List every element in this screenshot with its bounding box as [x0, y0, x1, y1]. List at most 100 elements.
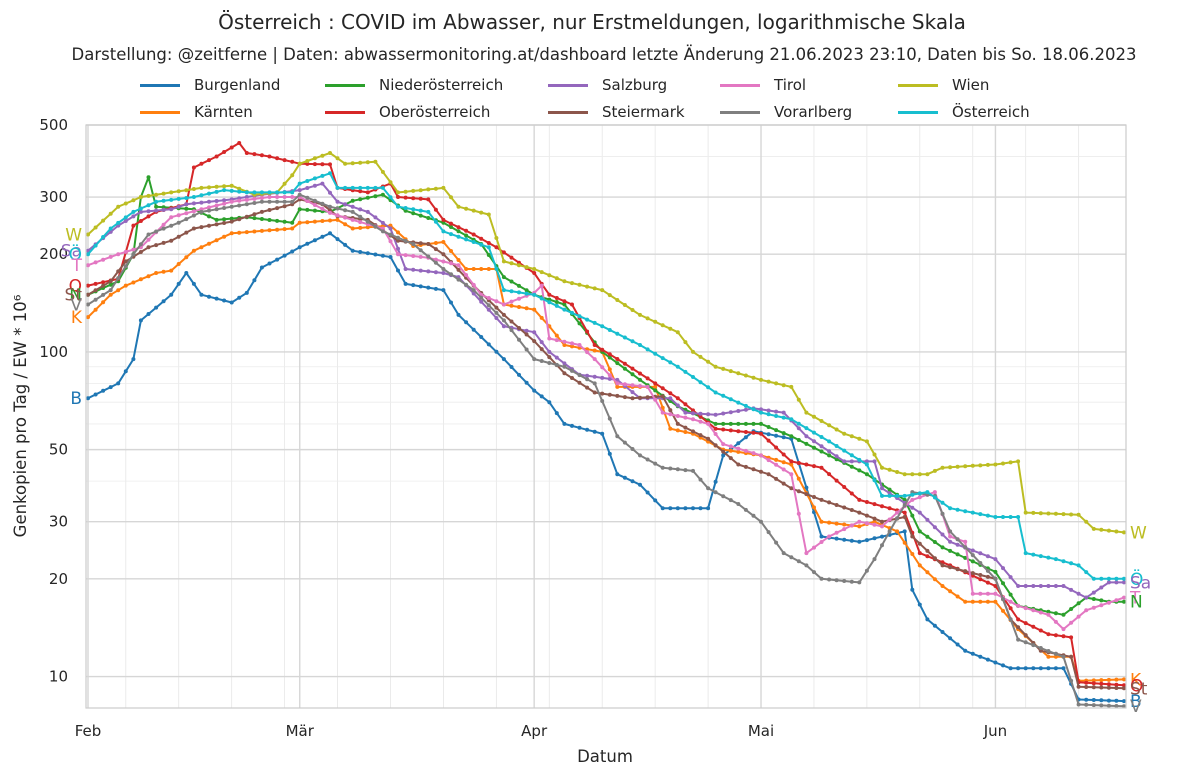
data-point	[1091, 685, 1096, 690]
data-point	[169, 207, 174, 212]
data-point	[123, 215, 128, 220]
data-point	[501, 324, 506, 329]
data-point	[343, 185, 348, 190]
data-point	[1008, 617, 1013, 622]
data-point	[706, 385, 711, 390]
data-point	[713, 490, 718, 495]
series-start-label: Ö	[69, 243, 82, 265]
data-point	[902, 540, 907, 545]
data-point	[184, 188, 189, 193]
data-point	[1099, 703, 1104, 708]
data-point	[1122, 677, 1126, 682]
data-point	[751, 467, 756, 472]
data-point	[328, 151, 332, 155]
data-point	[804, 563, 809, 568]
series-line	[87, 142, 1125, 687]
data-point	[418, 188, 423, 193]
data-point	[812, 495, 816, 499]
data-point	[244, 290, 249, 295]
data-point	[1099, 576, 1104, 581]
data-point	[1091, 526, 1096, 531]
data-point	[842, 579, 847, 583]
data-point	[1053, 584, 1058, 588]
data-point	[774, 409, 779, 414]
data-point	[1122, 580, 1126, 585]
data-point	[418, 208, 423, 213]
data-point	[812, 545, 816, 550]
data-point	[963, 539, 968, 544]
data-point	[691, 375, 695, 379]
data-point	[138, 318, 143, 323]
data-point	[698, 477, 703, 482]
data-point	[713, 364, 718, 369]
data-point	[970, 591, 975, 596]
data-point	[252, 196, 257, 201]
data-point	[766, 379, 771, 384]
data-point	[93, 243, 98, 248]
data-point	[743, 448, 748, 453]
data-point	[653, 381, 658, 386]
data-point	[993, 584, 998, 588]
data-point	[471, 327, 476, 332]
data-point	[1038, 584, 1043, 588]
data-point	[532, 307, 537, 312]
data-point	[660, 394, 665, 399]
data-point	[471, 240, 476, 244]
data-point	[978, 577, 983, 582]
data-point	[1053, 654, 1058, 659]
data-point	[411, 283, 416, 288]
data-point	[895, 529, 900, 534]
data-point	[335, 217, 340, 222]
data-point	[101, 283, 106, 288]
data-point	[380, 220, 385, 225]
data-point	[1076, 702, 1081, 707]
data-point	[365, 185, 370, 190]
data-point	[86, 263, 90, 268]
data-point	[993, 660, 998, 665]
data-point	[1023, 621, 1028, 626]
data-point	[615, 384, 620, 389]
data-point	[297, 207, 302, 212]
data-point	[222, 298, 227, 303]
data-point	[706, 506, 711, 511]
data-point	[320, 234, 325, 239]
data-point	[743, 407, 748, 412]
x-tick-label: Apr	[521, 722, 548, 740]
data-point	[1023, 551, 1028, 556]
data-point	[282, 219, 287, 224]
data-point	[675, 428, 680, 433]
data-point	[524, 328, 529, 333]
data-point	[857, 510, 862, 515]
data-point	[532, 357, 537, 362]
data-point	[1084, 697, 1089, 702]
data-point	[320, 173, 325, 178]
data-point	[335, 185, 340, 190]
data-point	[101, 218, 106, 223]
data-point	[940, 532, 945, 537]
data-point	[592, 320, 597, 325]
data-point	[380, 253, 385, 258]
data-point	[743, 373, 748, 378]
data-point	[660, 405, 665, 410]
data-point	[214, 238, 219, 243]
series-Niederösterreich	[86, 175, 1126, 617]
data-point	[388, 226, 393, 231]
data-point	[864, 472, 869, 477]
data-point	[191, 201, 196, 206]
data-point	[827, 577, 832, 582]
data-point	[464, 233, 469, 238]
data-point	[766, 530, 771, 535]
data-point	[1114, 704, 1119, 708]
data-point	[1038, 554, 1043, 559]
data-point	[176, 262, 181, 266]
data-point	[267, 228, 272, 233]
data-point	[562, 307, 567, 312]
data-point	[592, 357, 597, 362]
data-point	[244, 230, 249, 235]
data-point	[123, 283, 128, 288]
data-point	[1091, 605, 1096, 610]
data-point	[441, 217, 446, 222]
data-point	[86, 396, 90, 401]
data-point	[948, 636, 953, 641]
data-point	[297, 181, 302, 186]
